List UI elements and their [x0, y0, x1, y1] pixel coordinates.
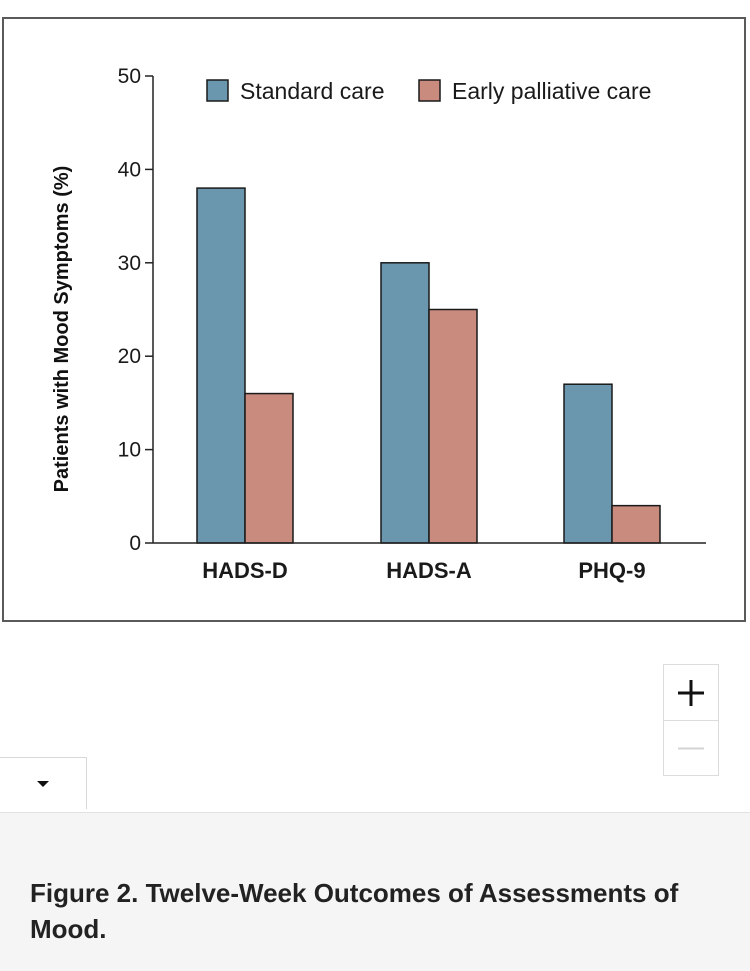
legend-swatch-2 — [418, 79, 441, 102]
minus-icon — [678, 747, 704, 750]
y-tick-label: 20 — [118, 345, 141, 368]
y-tick-label: 40 — [118, 158, 141, 181]
bar-chart: 0 10 20 30 40 50 HADS-D HADS-A PHQ-9 Standard c… — [51, 65, 706, 583]
zoom-controls — [663, 664, 719, 776]
figure-caption: Figure 2. Twelve-Week Outcomes of Assess… — [30, 878, 679, 944]
bar-hads-d-series-2 — [244, 392, 294, 544]
x-axis: HADS-D HADS-A PHQ-9 — [153, 542, 706, 583]
y-axis-title: Patients with Mood Symptoms (%) — [51, 166, 73, 493]
caption-panel: Figure 2. Twelve-Week Outcomes of Assess… — [0, 812, 750, 971]
bar-phq-9-series-2 — [611, 504, 661, 544]
legend-label-2: Early palliative care — [452, 78, 651, 104]
y-tick-label: 30 — [118, 252, 141, 275]
x-tick-label: HADS-D — [202, 558, 288, 583]
plus-icon — [678, 679, 704, 706]
bar-phq-9-series-1 — [563, 383, 613, 544]
y-axis: 0 10 20 30 40 50 — [118, 65, 154, 555]
legend-label-1: Standard care — [240, 78, 384, 104]
x-tick-label: PHQ-9 — [578, 558, 645, 583]
bar-hads-a-series-2 — [428, 308, 478, 544]
bar-hads-a-series-1 — [380, 262, 430, 544]
expand-dropdown-toggle[interactable] — [0, 757, 87, 809]
legend-swatch-1 — [206, 79, 229, 102]
y-tick-label: 50 — [118, 65, 141, 88]
y-tick-label: 10 — [118, 439, 141, 462]
bar-hads-d-series-1 — [196, 187, 246, 544]
chart-frame: 0 10 20 30 40 50 HADS-D HADS-A PHQ-9 Standard c… — [2, 17, 746, 622]
y-tick-label: 0 — [129, 532, 141, 555]
zoom-in-button[interactable] — [664, 665, 718, 721]
zoom-out-button[interactable] — [664, 721, 718, 777]
bars — [196, 187, 661, 544]
legend: Standard care Early palliative care — [206, 78, 651, 104]
x-tick-label: HADS-A — [386, 558, 472, 583]
caret-down-icon — [37, 780, 49, 787]
